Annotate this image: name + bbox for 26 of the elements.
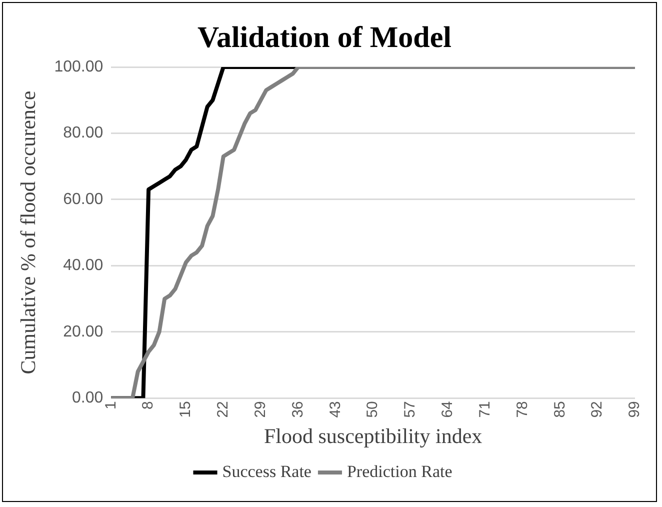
y-tick-label: 20.00 <box>63 323 104 340</box>
x-tick-label: 85 <box>551 401 568 418</box>
chart-title: Validation of Model <box>198 20 452 54</box>
y-axis-title: Cumulative % of flood occurence <box>16 90 40 374</box>
x-tick-label: 36 <box>289 401 306 418</box>
x-tick-label: 57 <box>402 401 419 418</box>
x-tick-label: 92 <box>588 401 606 418</box>
x-tick-label: 22 <box>214 401 232 418</box>
x-tick-label: 99 <box>626 401 644 418</box>
x-tick-label: 64 <box>439 401 456 418</box>
y-tick-label: 100.00 <box>54 58 104 76</box>
y-tick-label: 40.00 <box>63 257 104 274</box>
x-tick-label: 8 <box>140 401 157 410</box>
x-tick-label: 29 <box>252 401 269 418</box>
legend-label: Prediction Rate <box>346 462 452 481</box>
y-tick-label: 80.00 <box>63 124 104 142</box>
x-tick-label: 43 <box>326 401 344 418</box>
y-tick-label: 60.00 <box>63 190 104 208</box>
x-tick-label: 50 <box>364 401 382 418</box>
x-tick-label: 71 <box>476 401 494 418</box>
x-tick-label: 15 <box>177 401 194 418</box>
y-tick-label: 0.00 <box>72 390 104 407</box>
x-tick-label: 1 <box>102 401 120 410</box>
x-axis-title: Flood susceptibility index <box>264 424 483 448</box>
x-tick-label: 78 <box>514 401 531 418</box>
legend-label: Success Rate <box>222 462 312 481</box>
